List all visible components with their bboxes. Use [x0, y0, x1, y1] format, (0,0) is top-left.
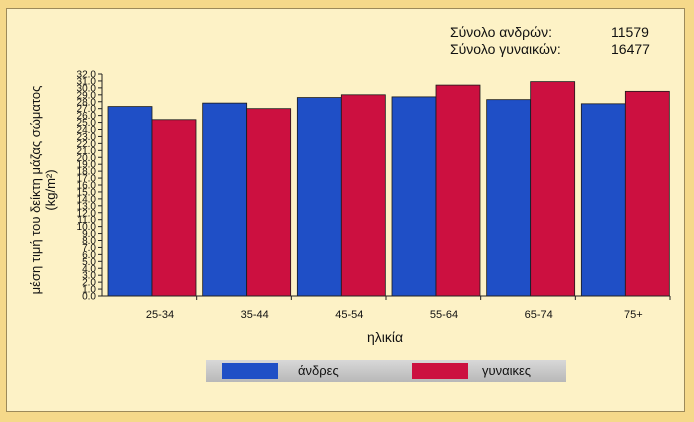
y-tick-label: 11.0: [77, 215, 96, 226]
bar-men-35-44: [202, 102, 248, 297]
y-axis-label-line2: (kg/m²): [43, 169, 58, 210]
x-tick-label: 75+: [624, 309, 643, 321]
total-women-row: Σύνολο γυναικών: 16477: [450, 41, 660, 58]
y-tick-label: 20.0: [77, 153, 97, 164]
y-tick-label: 13.0: [77, 201, 97, 212]
y-tick-label: 32.0: [77, 70, 97, 81]
bar-men-55-64: [391, 96, 437, 297]
y-axis-title: μέση τιμή του δείκτη μάζας σώματος(kg/m²…: [28, 86, 58, 295]
legend-swatch-women: [412, 363, 468, 379]
y-tick-label: 12.0: [77, 208, 97, 219]
y-tick-label: 6.0: [82, 250, 96, 261]
y-tick-label: 25.0: [77, 118, 97, 129]
bar-women-35-44: [246, 108, 292, 297]
bar-women-75+: [624, 90, 670, 297]
y-tick-label: 17.0: [77, 174, 97, 185]
y-tick-label: 4.0: [82, 264, 96, 275]
y-tick-label: 1.0: [82, 285, 96, 296]
x-tick-label: 25-34: [146, 309, 174, 321]
y-tick-label: 14.0: [77, 194, 97, 205]
y-axis-label: μέση τιμή του δείκτη μάζας σώματος(kg/m²…: [28, 86, 58, 295]
legend-label-men: άνδρες: [298, 363, 339, 378]
y-tick-label: 30.0: [77, 83, 97, 94]
totals-panel: Σύνολο ανδρών: 11579 Σύνολο γυναικών: 16…: [450, 24, 660, 58]
y-tick-label: 16.0: [77, 181, 97, 192]
x-axis-label: ηλικία: [367, 329, 403, 345]
total-men-label: Σύνολο ανδρών:: [450, 24, 552, 40]
total-women-value: 16477: [611, 41, 650, 57]
total-men-value: 11579: [611, 24, 649, 40]
y-tick-label: 24.0: [77, 125, 97, 136]
y-tick-label: 23.0: [77, 132, 97, 143]
y-tick-label: 28.0: [77, 97, 97, 108]
total-men-row: Σύνολο ανδρών: 11579: [450, 24, 660, 41]
y-tick-label: 15.0: [77, 187, 97, 198]
bar-men-65-74: [486, 99, 532, 297]
y-tick-label: 29.0: [77, 90, 97, 101]
y-tick-label: 26.0: [77, 111, 97, 122]
y-tick-label: 19.0: [77, 160, 97, 171]
bar-men-45-54: [296, 97, 342, 297]
y-tick-label: 10.0: [77, 222, 97, 233]
legend: άνδρες γυναικες: [206, 360, 566, 382]
bar-women-25-34: [151, 119, 197, 297]
y-tick-label: 8.0: [82, 236, 96, 247]
x-tick-label: 45-54: [335, 309, 363, 321]
legend-swatch-men: [222, 363, 278, 379]
bar-women-45-54: [340, 94, 386, 297]
x-tick-label: 65-74: [525, 309, 553, 321]
bar-men-75+: [580, 103, 626, 297]
x-tick-label: 35-44: [241, 309, 269, 321]
y-tick-label: 9.0: [82, 229, 96, 240]
bar-women-55-64: [435, 84, 481, 297]
y-tick-label: 5.0: [82, 257, 96, 268]
bar-men-25-34: [107, 106, 153, 297]
y-tick-label: 18.0: [77, 167, 97, 178]
y-tick-label: 2.0: [82, 278, 96, 289]
y-tick-label: 31.0: [77, 76, 97, 87]
y-tick-label: 22.0: [77, 139, 97, 150]
y-tick-label: 21.0: [77, 146, 97, 157]
y-tick-label: 27.0: [77, 104, 97, 115]
y-tick-label: 0.0: [82, 292, 96, 303]
bar-women-65-74: [530, 81, 576, 297]
y-tick-label: 7.0: [82, 243, 96, 254]
legend-label-women: γυναικες: [482, 363, 532, 378]
total-women-label: Σύνολο γυναικών:: [450, 41, 561, 57]
y-axis-label-line1: μέση τιμή του δείκτη μάζας σώματος: [28, 86, 43, 295]
y-tick-label: 3.0: [82, 271, 96, 282]
x-tick-label: 55-64: [430, 309, 458, 321]
